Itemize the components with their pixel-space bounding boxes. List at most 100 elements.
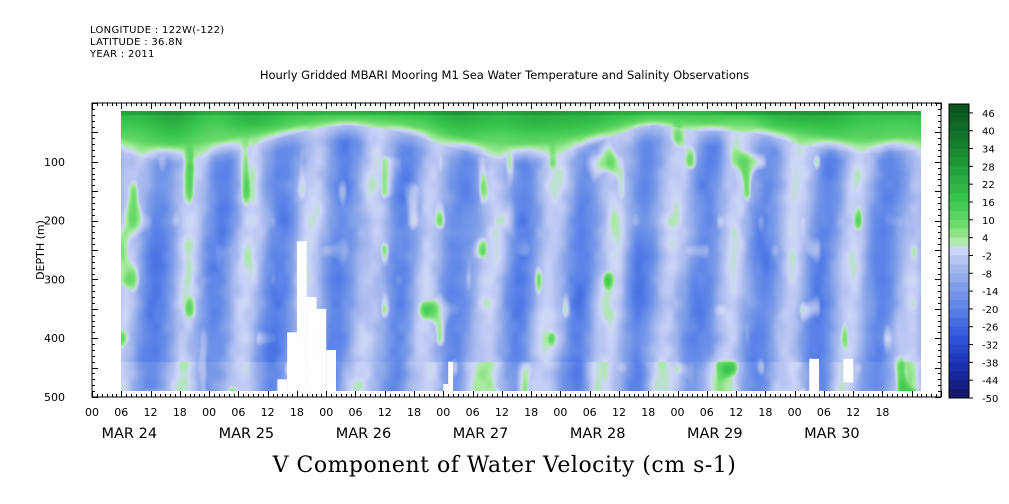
colorbar-cell [949,219,969,230]
x-hour-tick-label: 00 [671,406,685,419]
missing-data-patch [809,358,820,392]
x-hour-tick-label: 00 [85,406,99,419]
x-hour-tick-label: 12 [495,406,509,419]
missing-data-patch [326,349,336,392]
colorbar: 46 40 34 28 22 16 10 4 -2 -8 -14 -20 -26 -32 -38 -44 -50 [948,103,998,405]
colorbar-cell [949,228,969,239]
colorbar-cell [949,202,969,212]
chart-title: V Component of Water Velocity (cm s-1) [272,453,737,478]
x-hour-tick-label: 12 [729,406,743,419]
colorbar-cell [949,353,969,363]
colorbar-cell [949,210,969,221]
colorbar-cell [949,326,969,337]
colorbar-cell [949,335,969,346]
colorbar-tick-label: -32 [982,341,998,352]
colorbar-tick-label: -26 [982,323,998,334]
x-day-label: MAR 25 [219,426,275,442]
x-hour-tick-label: 12 [144,406,158,419]
x-hour-tick-label: 18 [641,406,655,419]
x-day-label: MAR 26 [336,426,392,442]
missing-data-patch [316,308,327,392]
x-hour-tick-label: 18 [407,406,421,419]
x-hour-tick-label: 00 [202,406,216,419]
x-day-label: MAR 27 [453,426,509,442]
y-tick-label: 300 [44,273,65,286]
colorbar-tick-label: 4 [982,234,988,245]
colorbar-cell [949,148,969,158]
missing-data-patch [287,332,297,392]
colorbar-cell [949,184,969,194]
colorbar-cell [949,237,969,248]
colorbar-cell [949,139,969,150]
missing-data-patch [296,241,307,392]
colorbar-cell [949,255,969,265]
colorbar-cell [949,264,969,274]
y-tick-label: 400 [44,332,65,345]
chart-subtitle: Hourly Gridded MBARI Mooring M1 Sea Wate… [259,68,750,82]
colorbar-tick-label: -14 [982,287,998,298]
missing-data-patch [443,384,449,392]
x-hour-tick-label: 06 [231,406,245,419]
colorbar-cell [949,112,969,123]
x-axis-ticks [92,103,942,397]
missing-data-patch [843,358,854,383]
colorbar-tick-label: 34 [982,145,995,156]
colorbar-tick-label: 16 [982,198,995,209]
colorbar-cell [949,121,969,132]
colorbar-tick-label: 28 [982,162,995,173]
colorbar-cell [949,130,969,141]
x-hour-tick-label: 00 [553,406,567,419]
x-hour-tick-label: 18 [173,406,187,419]
colorbar-tick-label: -44 [982,376,998,387]
x-day-label: MAR 29 [687,426,743,442]
y-tick-label: 100 [44,156,65,169]
missing-data-patch [306,297,317,392]
colorbar-cell [949,300,969,310]
colorbar-cell [949,175,969,185]
colorbar-cell [949,291,969,301]
colorbar-tick-label: 46 [982,109,995,120]
colorbar-cell [949,344,969,354]
x-hour-tick-label: 18 [524,406,538,419]
x-hour-tick-label: 06 [583,406,597,419]
x-hour-tick-label: 00 [436,406,450,419]
x-day-label: MAR 30 [804,426,860,442]
missing-data-patch [448,361,454,392]
y-axis-label: DEPTH (m) [34,220,47,280]
colorbar-cell [949,104,969,114]
missing-data-patch [277,379,288,392]
mooring-metadata: LONGITUDE : 122W(-122) LATITUDE : 36.8N … [90,25,225,61]
colorbar-tick-label: -38 [982,358,998,369]
x-hour-tick-label: 00 [788,406,802,419]
x-hour-tick-label: 06 [466,406,480,419]
colorbar-tick-label: 40 [982,127,995,138]
colorbar-cell [949,317,969,328]
colorbar-cell [949,308,969,319]
x-hour-tick-label: 00 [319,406,333,419]
x-hour-tick-label: 12 [378,406,392,419]
colorbar-cell [949,282,969,292]
x-hour-tick-label: 18 [290,406,304,419]
x-day-label: MAR 24 [101,426,157,442]
longitude-label: LONGITUDE : 122W(-122) [90,25,225,36]
colorbar-tick-label: -20 [982,305,998,316]
colorbar-cell [949,157,969,167]
x-hour-tick-label: 18 [875,406,889,419]
y-axis-ticks [92,103,941,398]
x-hour-tick-label: 18 [758,406,772,419]
x-day-label: MAR 28 [570,426,626,442]
x-hour-tick-label: 12 [846,406,860,419]
x-hour-tick-label: 06 [700,406,714,419]
colorbar-cell [949,389,969,399]
colorbar-cell [949,246,969,256]
colorbar-cell [949,380,969,390]
x-hour-tick-label: 12 [612,406,626,419]
colorbar-cell [949,166,969,176]
colorbar-cell [949,273,969,283]
colorbar-cell [949,193,969,203]
year-label: YEAR : 2011 [90,49,155,60]
x-hour-tick-label: 06 [114,406,128,419]
colorbar-tick-label: -8 [982,269,992,280]
colorbar-tick-label: -50 [982,394,998,405]
